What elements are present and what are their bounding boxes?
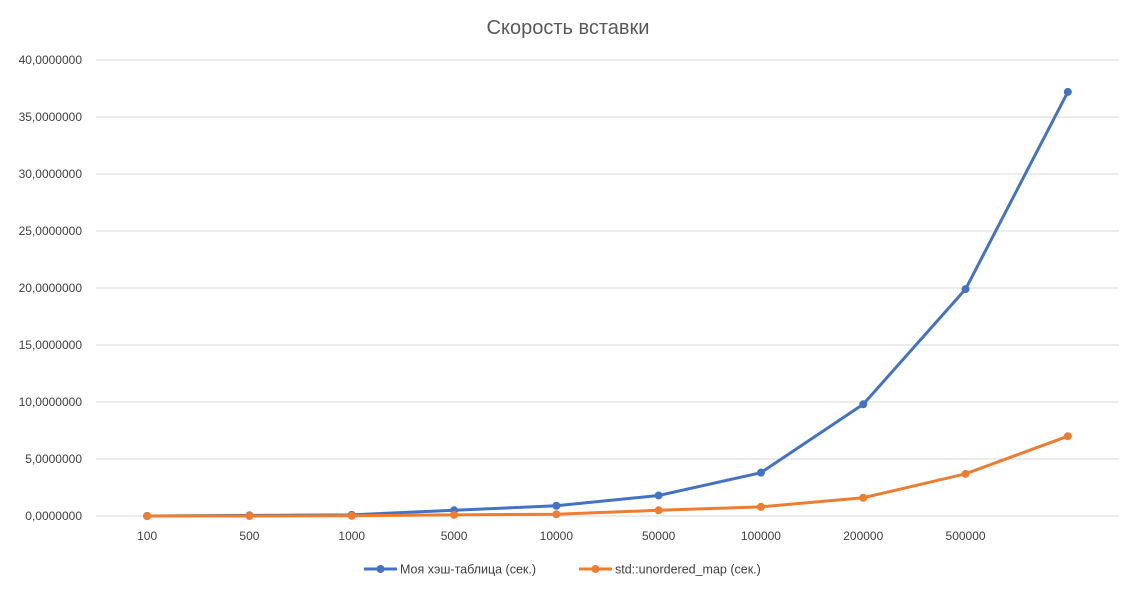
- y-tick-label: 20,0000000: [19, 281, 83, 295]
- legend-label: std::unordered_map (сек.): [615, 563, 761, 577]
- legend-label: Моя хэш-таблица (сек.): [400, 563, 536, 577]
- y-tick-label: 10,0000000: [19, 395, 83, 409]
- legend-item-1: Моя хэш-таблица (сек.): [364, 563, 536, 577]
- x-tick-label: 100000: [741, 529, 781, 543]
- y-tick-label: 0,0000000: [25, 509, 82, 523]
- data-point: [756, 502, 765, 511]
- data-point: [1063, 87, 1072, 96]
- y-tick-label: 25,0000000: [19, 224, 83, 238]
- x-tick-label: 1000: [338, 529, 365, 543]
- y-axis-ticks: 0,0000000 5,0000000 10,0000000 15,0000000 20…: [19, 53, 83, 523]
- chart-title: Скорость вставки: [487, 17, 650, 39]
- x-axis-ticks: 100 500 1000 5000 10000 50000 100000 200000 5000…: [137, 529, 986, 543]
- data-point: [552, 510, 561, 519]
- data-point: [552, 501, 561, 510]
- x-tick-label: 100: [137, 529, 157, 543]
- data-point: [1063, 432, 1072, 441]
- y-tick-label: 15,0000000: [19, 338, 83, 352]
- legend: Моя хэш-таблица (сек.) std::unordered_map…: [364, 563, 761, 577]
- x-tick-label: 10000: [540, 529, 574, 543]
- series-line: [145, 90, 1070, 518]
- series-layer: [143, 87, 1072, 520]
- gridlines: [96, 59, 1119, 517]
- y-tick-label: 35,0000000: [19, 110, 83, 124]
- series-1: [143, 87, 1072, 520]
- x-tick-label: 500000: [946, 529, 986, 543]
- x-tick-label: 50000: [642, 529, 676, 543]
- series-line: [145, 434, 1070, 518]
- legend-marker: [591, 565, 600, 573]
- data-point: [859, 400, 868, 409]
- data-point: [143, 512, 152, 520]
- y-tick-label: 40,0000000: [19, 53, 83, 67]
- data-point: [961, 469, 970, 478]
- data-point: [450, 510, 459, 519]
- x-tick-label: 5000: [441, 529, 468, 543]
- data-point: [654, 506, 663, 515]
- data-point: [961, 285, 970, 294]
- data-point: [347, 511, 356, 520]
- y-tick-label: 5,0000000: [25, 452, 82, 466]
- legend-marker: [376, 565, 385, 573]
- data-point: [654, 491, 663, 500]
- data-point: [859, 493, 868, 502]
- y-tick-label: 30,0000000: [19, 167, 83, 181]
- x-tick-label: 500: [239, 529, 259, 543]
- legend-item-2: std::unordered_map (сек.): [579, 563, 761, 577]
- data-point: [756, 468, 765, 477]
- data-point: [245, 512, 254, 520]
- x-tick-label: 200000: [843, 529, 883, 543]
- series-2: [143, 432, 1072, 520]
